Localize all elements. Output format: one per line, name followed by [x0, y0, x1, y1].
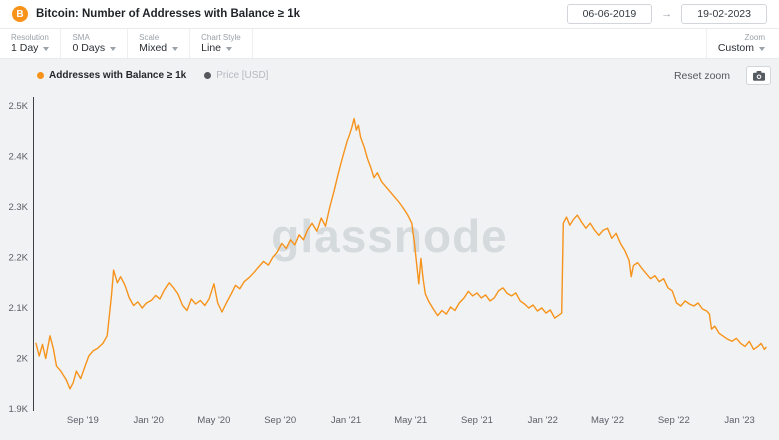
scale-label: Scale [139, 32, 160, 42]
chevron-down-icon [226, 46, 232, 51]
camera-icon [752, 70, 765, 81]
x-tick-label: May '22 [591, 415, 624, 426]
date-range: 06-06-2019 → 19-02-2023 [566, 4, 767, 24]
chart-style-value: Line [201, 41, 221, 54]
series-line [35, 117, 767, 390]
y-tick-label: 2.3K [8, 202, 28, 213]
x-tick-label: Jan '21 [331, 415, 361, 426]
zoom-value: Custom [717, 41, 754, 54]
y-tick-label: 2K [16, 354, 28, 365]
chevron-down-icon [110, 46, 117, 51]
y-tick-label: 2.4K [8, 152, 28, 163]
legend-item-price[interactable]: Price [USD] [204, 70, 268, 81]
sma-dropdown[interactable]: SMA 0 Days [61, 29, 129, 58]
resolution-value: 1 Day [11, 41, 39, 54]
x-tick-label: Jan '23 [724, 415, 754, 426]
series-dot-icon [37, 72, 44, 79]
chart-area: Addresses with Balance ≥ 1k Price [USD] … [0, 59, 779, 440]
reset-zoom-button[interactable]: Reset zoom [673, 69, 730, 82]
chevron-down-icon [43, 46, 50, 51]
scale-dropdown[interactable]: Scale Mixed [128, 29, 191, 58]
chevron-down-icon [759, 46, 765, 51]
screenshot-button[interactable] [746, 66, 771, 85]
x-tick-label: Sep '20 [264, 415, 296, 426]
bitcoin-icon: B [12, 6, 28, 22]
legend-item-addresses[interactable]: Addresses with Balance ≥ 1k [37, 70, 186, 81]
x-tick-label: Sep '21 [461, 415, 493, 426]
date-from-input[interactable]: 06-06-2019 [566, 4, 653, 24]
x-tick-label: Sep '19 [67, 415, 99, 426]
x-tick-label: Jan '20 [134, 415, 164, 426]
y-tick-label: 2.1K [8, 303, 28, 314]
chart-plot-area[interactable]: 2.5K 2.4K 2.3K 2.2K 2.1K 2K 1.9K Sep '19 Jan '20… [0, 59, 779, 440]
legend-label: Addresses with Balance ≥ 1k [49, 70, 187, 81]
sma-value: 0 Days [72, 41, 106, 54]
chevron-down-icon [172, 46, 179, 51]
date-range-arrow-icon: → [661, 8, 673, 20]
x-tick-label: May '20 [197, 415, 230, 426]
zoom-dropdown[interactable]: Zoom Custom [705, 29, 779, 58]
title-bar: B Bitcoin: Number of Addresses with Bala… [0, 0, 779, 29]
date-to-input[interactable]: 19-02-2023 [681, 4, 767, 24]
x-tick-label: Jan '22 [528, 415, 558, 426]
y-tick-label: 2.5K [8, 101, 28, 112]
y-tick-label: 2.2K [8, 253, 28, 264]
chart-header-row: Addresses with Balance ≥ 1k Price [USD] … [37, 66, 771, 85]
chart-toolbar: Resolution 1 Day SMA 0 Days Scale Mixed … [0, 29, 779, 59]
chart-style-label: Chart Style [201, 32, 241, 42]
x-tick-label: May '21 [394, 415, 427, 426]
resolution-dropdown[interactable]: Resolution 1 Day [0, 29, 62, 58]
legend-label: Price [USD] [216, 70, 269, 81]
resolution-label: Resolution [11, 32, 49, 42]
page-title: Bitcoin: Number of Addresses with Balanc… [36, 8, 301, 20]
zoom-label: Zoom [744, 32, 765, 42]
scale-value: Mixed [139, 41, 168, 54]
y-tick-label: 1.9K [8, 404, 28, 415]
series-dot-icon [204, 72, 212, 79]
x-tick-label: Sep '22 [658, 415, 690, 426]
chart-style-dropdown[interactable]: Chart Style Line [190, 29, 253, 58]
sma-label: SMA [72, 32, 90, 42]
